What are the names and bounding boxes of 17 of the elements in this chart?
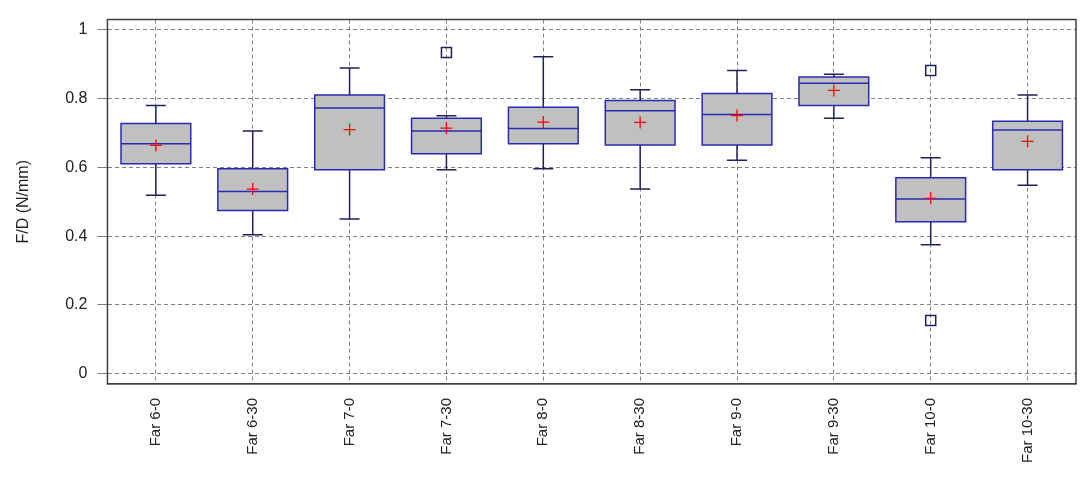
y-tick-label: 0.8 bbox=[65, 89, 88, 107]
y-tick-label: 1 bbox=[78, 20, 88, 38]
y-axis-title: F/D (N/mm) bbox=[14, 160, 32, 244]
y-tick-label: 0.4 bbox=[65, 226, 88, 244]
x-tick-label: Far 10-30 bbox=[1017, 397, 1035, 464]
x-tick-label: Far 8-30 bbox=[630, 397, 648, 455]
y-tick-label: 0.6 bbox=[65, 157, 88, 175]
x-tick-label: Far 9-30 bbox=[824, 397, 841, 455]
x-tick-label: Far 9-0 bbox=[727, 397, 745, 447]
x-tick-label: Far 7-30 bbox=[436, 397, 454, 455]
x-tick-label: Far 8-0 bbox=[533, 397, 551, 447]
x-tick-label: Far 6-0 bbox=[146, 397, 164, 447]
x-tick-label: Far 7-0 bbox=[339, 397, 357, 447]
y-tick-label: 0.2 bbox=[65, 295, 88, 313]
x-tick-label: Far 6-30 bbox=[242, 397, 260, 455]
x-tick-label: Far 10-0 bbox=[920, 397, 938, 455]
y-tick-label: 0 bbox=[78, 364, 88, 382]
